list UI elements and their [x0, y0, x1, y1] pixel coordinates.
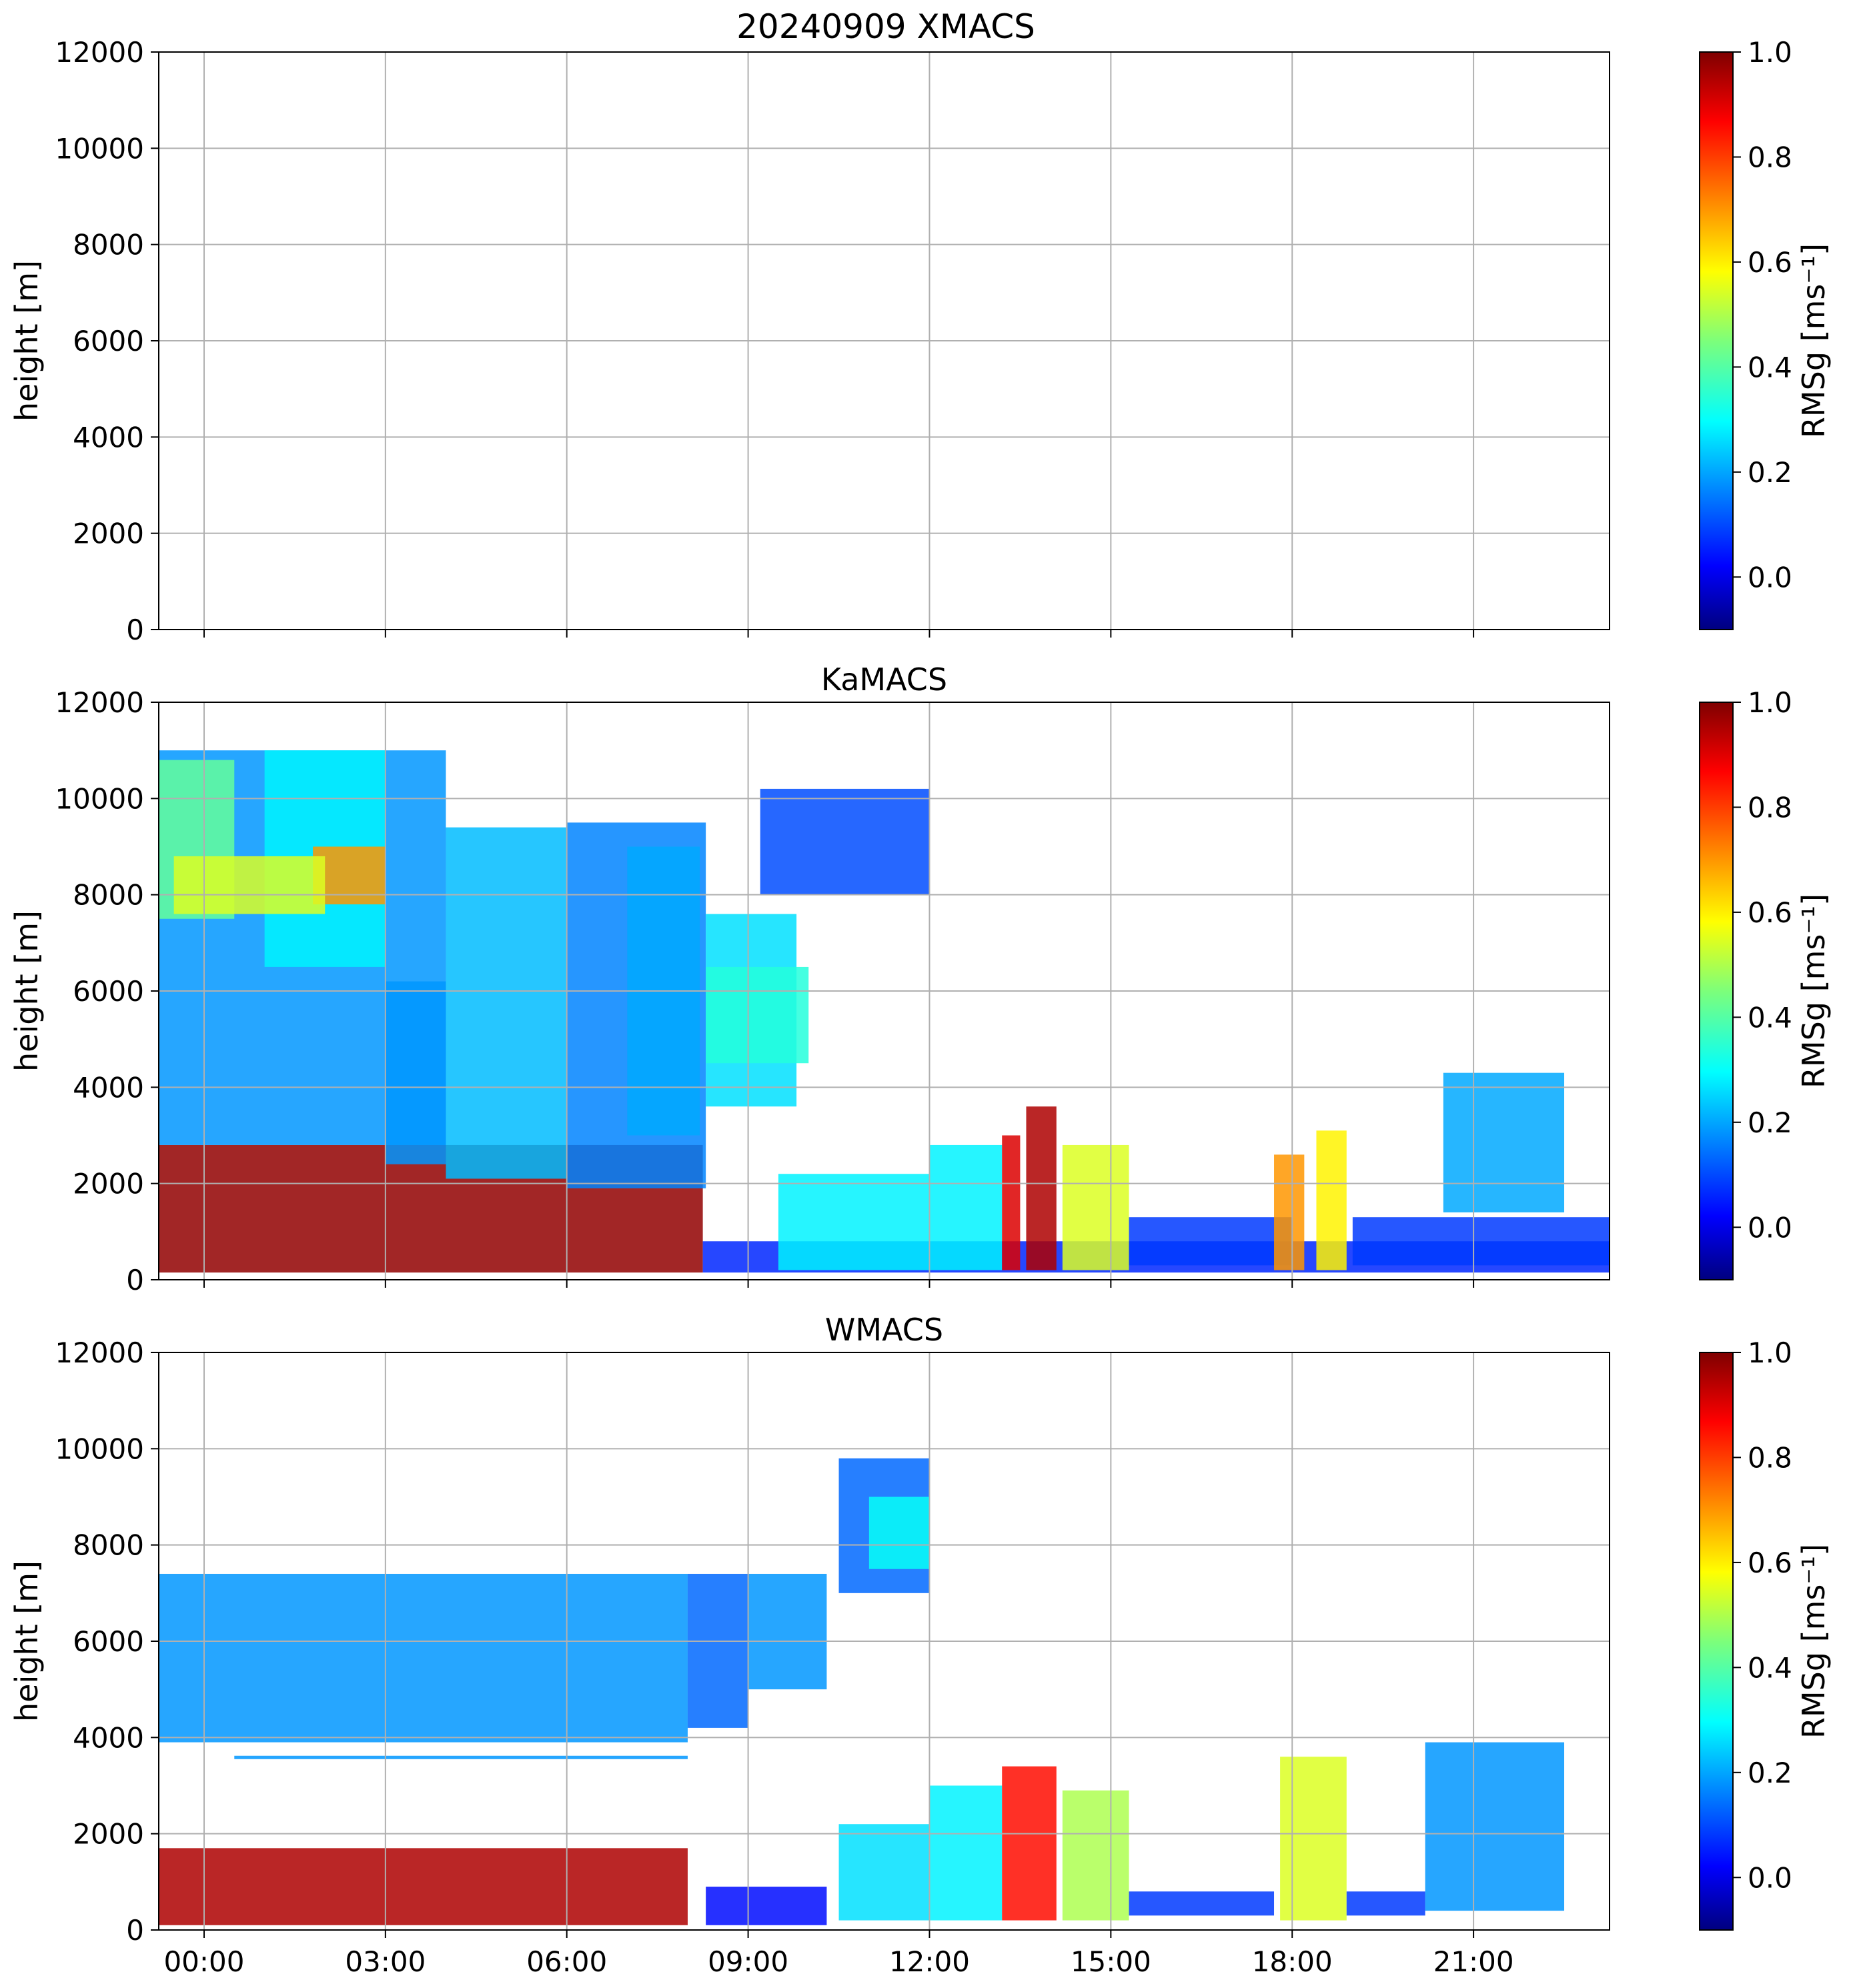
y-axis-label: height [m]	[9, 910, 45, 1072]
colorbar-tick-label: 0.6	[1748, 246, 1792, 279]
y-tick-label: 10000	[55, 782, 144, 815]
heatmap-cell	[778, 1174, 930, 1270]
colorbar-tick-label: 1.0	[1748, 1336, 1792, 1369]
subplot-title: KaMACS	[821, 662, 947, 698]
heatmap-cell	[1443, 1072, 1565, 1212]
colorbar-tick-label: 0.0	[1748, 1861, 1792, 1894]
x-tick-label: 12:00	[889, 1945, 970, 1978]
colorbar-tick-label: 0.4	[1748, 1651, 1792, 1684]
colorbar-label: RMSg [ms⁻¹]	[1796, 1544, 1832, 1739]
y-tick-label: 8000	[73, 879, 144, 912]
subplot-title: WMACS	[825, 1312, 943, 1348]
colorbar-gradient	[1699, 1352, 1734, 1931]
colorbar-gradient	[1699, 51, 1734, 630]
heatmap-cell	[929, 1144, 1003, 1270]
colorbar-tick-label: 0.0	[1748, 561, 1792, 594]
heatmap-cell	[159, 1573, 688, 1743]
y-tick-label: 8000	[73, 1529, 144, 1562]
y-tick-label: 12000	[55, 1336, 144, 1369]
colorbar-tick-label: 0.6	[1748, 1547, 1792, 1579]
colorbar-tick-label: 0.2	[1748, 1757, 1792, 1789]
x-tick-label: 09:00	[708, 1945, 788, 1978]
heatmap-cell	[868, 1497, 930, 1569]
figure-title: 20240909 XMACS	[736, 7, 1035, 46]
heatmap-cell	[446, 827, 567, 1179]
heatmap-cell	[1316, 1130, 1347, 1270]
x-tick-label: 15:00	[1071, 1945, 1151, 1978]
heatmap-data	[159, 1458, 1565, 1925]
y-tick-label: 4000	[73, 421, 144, 453]
y-tick-label: 4000	[73, 1071, 144, 1104]
colorbar-tick-label: 0.2	[1748, 1106, 1792, 1139]
y-tick-label: 12000	[55, 686, 144, 719]
heatmap-cell	[760, 788, 930, 895]
heatmap-data	[159, 750, 1610, 1273]
heatmap-cell	[234, 1755, 688, 1759]
y-tick-label: 10000	[55, 1432, 144, 1465]
heatmap-cell	[1062, 1790, 1129, 1921]
y-tick-label: 2000	[73, 1168, 144, 1200]
x-tick-label: 21:00	[1433, 1945, 1514, 1978]
y-tick-label: 2000	[73, 1818, 144, 1851]
heatmap-cell	[1274, 1154, 1305, 1270]
colorbar-tick-label: 0.4	[1748, 1001, 1792, 1034]
heatmap-cell	[385, 981, 446, 1164]
colorbar-tick-label: 0.0	[1748, 1211, 1792, 1244]
y-tick-label: 10000	[55, 132, 144, 165]
colorbar-tick-label: 0.6	[1748, 896, 1792, 929]
heatmap-cell	[1346, 1891, 1425, 1916]
y-tick-label: 4000	[73, 1721, 144, 1754]
colorbar-tick-label: 0.4	[1748, 351, 1792, 383]
colorbar-gradient	[1699, 702, 1734, 1280]
x-tick-label: 03:00	[345, 1945, 426, 1978]
heatmap-cell	[1280, 1757, 1347, 1921]
heatmap-cell	[706, 966, 809, 1064]
heatmap-cell	[929, 1785, 1003, 1921]
y-tick-label: 2000	[73, 518, 144, 550]
colorbar-tick-label: 1.0	[1748, 36, 1792, 69]
y-axis-label: height [m]	[9, 1561, 45, 1722]
colorbar-tick-label: 0.2	[1748, 456, 1792, 489]
heatmap-cell	[1425, 1742, 1565, 1911]
panel-xmacs: 0 2000 4000 6000 8000 10000 12000 height [m]	[9, 36, 1610, 646]
heatmap-cell	[1002, 1766, 1057, 1921]
heatmap-cell	[838, 1824, 930, 1921]
colorbar-tick-label: 0.8	[1748, 791, 1792, 824]
heatmap-cell	[1026, 1106, 1057, 1270]
y-tick-label: 6000	[73, 325, 144, 357]
x-tick-label: 18:00	[1252, 1945, 1333, 1978]
heatmap-cell	[159, 1848, 688, 1925]
heatmap-cell	[1002, 1135, 1021, 1270]
y-tick-label: 6000	[73, 975, 144, 1008]
colorbar-tick-label: 1.0	[1748, 686, 1792, 719]
y-tick-label: 0	[126, 1264, 144, 1296]
heatmap-cell	[706, 1887, 827, 1925]
heatmap-cell	[1129, 1217, 1293, 1266]
colorbar: 0.0 0.2 0.4 0.6 0.8 1.0 RMSg [ms⁻¹]	[1699, 686, 1832, 1280]
panel-kamacs: 0 2000 4000 6000 8000 10000 12000 height [m] KaM…	[9, 662, 1610, 1296]
colorbar-label: RMSg [ms⁻¹]	[1796, 243, 1832, 438]
y-tick-label: 0	[126, 614, 144, 646]
heatmap-cell	[687, 1573, 748, 1728]
colorbar-tick-label: 0.8	[1748, 1441, 1792, 1474]
x-tick-label: 06:00	[526, 1945, 607, 1978]
heatmap-cell	[1062, 1144, 1129, 1270]
y-tick-label: 0	[126, 1914, 144, 1947]
heatmap-cell	[748, 1573, 827, 1690]
colorbar-label: RMSg [ms⁻¹]	[1796, 894, 1832, 1088]
colorbar-tick-label: 0.8	[1748, 141, 1792, 173]
colorbar: 0.0 0.2 0.4 0.6 0.8 1.0 RMSg [ms⁻¹]	[1699, 36, 1832, 630]
heatmap-cell	[1352, 1217, 1610, 1266]
y-axis-label: height [m]	[9, 260, 45, 421]
x-tick-label: 00:00	[163, 1945, 244, 1978]
y-tick-label: 6000	[73, 1625, 144, 1658]
y-tick-label: 8000	[73, 229, 144, 261]
heatmap-cell	[173, 856, 326, 914]
colorbar: 0.0 0.2 0.4 0.6 0.8 1.0 RMSg [ms⁻¹]	[1699, 1336, 1832, 1931]
panel-wmacs: 0 2000 4000 6000 8000 10000 12000 00:00 03:00 06:…	[9, 1312, 1610, 1978]
heatmap-cell	[1129, 1891, 1275, 1916]
y-tick-label: 12000	[55, 36, 144, 69]
